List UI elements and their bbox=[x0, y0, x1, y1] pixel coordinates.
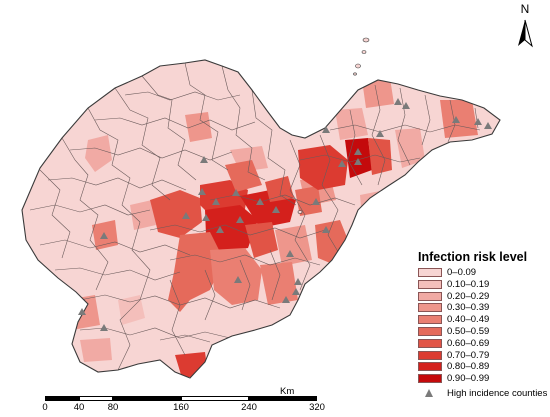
legend-swatch bbox=[418, 303, 442, 313]
scale-tick-label: 40 bbox=[73, 402, 85, 413]
legend-class-label: 0.20–0.29 bbox=[447, 290, 490, 302]
region-light-pink bbox=[130, 200, 156, 230]
legend-marker-row: High incidence counties bbox=[408, 387, 550, 401]
region-central bbox=[205, 205, 258, 252]
legend-row: 0.60–0.69 bbox=[408, 338, 550, 350]
legend-marker-label: High incidence counties bbox=[447, 387, 548, 399]
legend-row: 0.80–0.89 bbox=[408, 361, 550, 373]
region-central bbox=[345, 138, 372, 178]
scale-tick-label: 0 bbox=[42, 402, 48, 413]
legend-swatch bbox=[418, 338, 442, 348]
legend-class-label: 0.40–0.49 bbox=[447, 314, 490, 326]
legend-class-label: 0.70–0.79 bbox=[447, 349, 490, 361]
region-light-pink bbox=[260, 262, 298, 305]
north-label: N bbox=[520, 2, 530, 16]
legend-title: Infection risk level bbox=[418, 250, 528, 264]
legend-swatch bbox=[418, 326, 442, 336]
legend-swatch bbox=[418, 362, 442, 372]
region-central bbox=[225, 160, 262, 192]
risk-regions bbox=[65, 78, 478, 378]
legend-row: 0.50–0.59 bbox=[408, 326, 550, 338]
legend-class-label: 0–0.09 bbox=[447, 267, 477, 278]
legend-row: 0.90–0.99 bbox=[408, 373, 550, 385]
scale-tick-label: 320 bbox=[309, 402, 325, 413]
legend-row: 0.30–0.39 bbox=[408, 302, 550, 314]
scale-tick-label: 160 bbox=[173, 402, 189, 413]
legend-class-label: 0.10–0.19 bbox=[447, 278, 490, 290]
legend: Infection risk level 0–0.09 0.10–0.19 0.20… bbox=[408, 250, 550, 401]
legend-class-label: 0.90–0.99 bbox=[447, 373, 490, 385]
region-light-pink bbox=[362, 78, 394, 108]
legend-swatch bbox=[418, 291, 442, 301]
region-light-pink bbox=[118, 295, 145, 325]
region-central bbox=[150, 190, 202, 238]
high-incidence-markers bbox=[78, 98, 492, 331]
scale-segment bbox=[79, 396, 113, 401]
region-light-pink bbox=[395, 128, 425, 168]
north-arrow: N bbox=[508, 2, 542, 54]
region-light-pink bbox=[275, 225, 312, 266]
legend-swatch bbox=[418, 350, 442, 360]
legend-row: 0.10–0.19 bbox=[408, 279, 550, 291]
scale-segment bbox=[45, 396, 79, 401]
scale-segment bbox=[249, 396, 317, 401]
region-central bbox=[295, 186, 322, 216]
legend-swatch bbox=[418, 374, 442, 384]
triangle-marker-icon bbox=[425, 388, 433, 397]
region-light-pink bbox=[335, 108, 368, 140]
scale-segment bbox=[113, 396, 181, 401]
region-central bbox=[210, 248, 262, 305]
region-central bbox=[245, 222, 278, 258]
legend-swatch bbox=[418, 315, 442, 325]
legend-swatch bbox=[418, 268, 442, 277]
scale-bar-segments bbox=[45, 396, 317, 401]
region-light-pink bbox=[185, 112, 212, 142]
legend-row: 0.40–0.49 bbox=[408, 314, 550, 326]
county-boundaries bbox=[29, 62, 481, 371]
north-arrow-icon bbox=[518, 19, 533, 48]
legend-class-label: 0.80–0.89 bbox=[447, 361, 490, 373]
legend-row: 0.70–0.79 bbox=[408, 350, 550, 362]
scale-segment bbox=[181, 396, 249, 401]
scale-bar: 0 40 80 160 240 320 Km bbox=[36, 386, 336, 417]
region-light-pink bbox=[440, 100, 478, 138]
province-outline bbox=[21, 59, 501, 379]
region-light-pink bbox=[360, 190, 388, 220]
region-light-pink bbox=[80, 338, 112, 362]
scale-tick-label: 80 bbox=[107, 402, 119, 413]
region-light-pink bbox=[85, 135, 112, 172]
legend-row: 0–0.09 bbox=[408, 267, 550, 279]
legend-rows: 0–0.09 0.10–0.19 0.20–0.29 0.30–0.39 0.40–0.… bbox=[408, 267, 550, 385]
region-central bbox=[298, 145, 348, 190]
legend-row: 0.20–0.29 bbox=[408, 291, 550, 303]
legend-class-label: 0.60–0.69 bbox=[447, 337, 490, 349]
scale-unit: Km bbox=[280, 386, 295, 397]
islands bbox=[297, 37, 370, 214]
legend-class-label: 0.30–0.39 bbox=[447, 302, 490, 314]
scale-tick-label: 240 bbox=[241, 402, 257, 413]
legend-swatch bbox=[418, 279, 442, 289]
legend-class-label: 0.50–0.59 bbox=[447, 325, 490, 337]
